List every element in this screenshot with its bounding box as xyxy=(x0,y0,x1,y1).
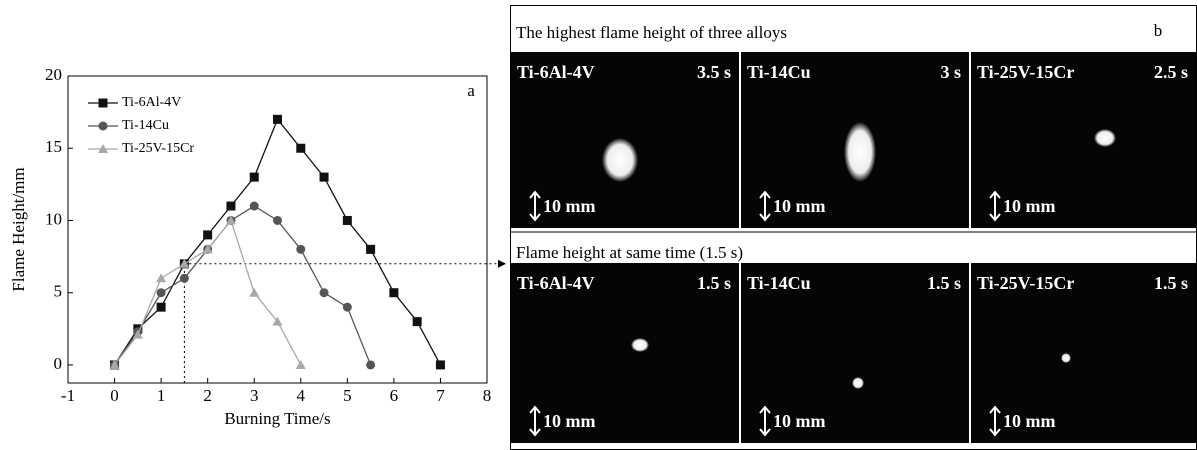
scale-label: 10 mm xyxy=(773,196,826,216)
figure: -1 0 1 2 3 4 5 6 7 8 0 5 10 15 20 Burning Time/s Flame H… xyxy=(0,0,1197,450)
marker xyxy=(366,360,375,369)
y-axis-label: Flame Height/mm xyxy=(9,167,28,291)
y-tick-label: 5 xyxy=(54,282,63,301)
x-tick-label: 8 xyxy=(483,386,492,405)
marker xyxy=(273,216,282,225)
marker xyxy=(296,360,306,369)
marker xyxy=(273,115,282,124)
x-tick-label: 1 xyxy=(157,386,166,405)
flame xyxy=(844,122,876,182)
scale-label: 10 mm xyxy=(1003,411,1056,431)
x-axis-label: Burning Time/s xyxy=(224,409,330,428)
x-tick-label: 0 xyxy=(110,386,119,405)
marker xyxy=(156,273,166,282)
x-tick-label: 6 xyxy=(390,386,399,405)
alloy-label: Ti-14Cu xyxy=(747,273,811,293)
scale-label: 10 mm xyxy=(1003,196,1056,216)
time-label: 3.5 s xyxy=(697,62,731,82)
x-tick-label: -1 xyxy=(61,386,75,405)
chart-a: -1 0 1 2 3 4 5 6 7 8 0 5 10 15 20 Burning Time/s Flame H… xyxy=(9,65,505,428)
marker xyxy=(250,173,259,182)
x-tick-label: 3 xyxy=(250,386,259,405)
x-tick-label: 7 xyxy=(436,386,445,405)
time-label: 3 s xyxy=(940,62,961,82)
series-line xyxy=(115,220,301,364)
marker xyxy=(366,245,375,254)
x-tick-label: 2 xyxy=(203,386,212,405)
panel-label: b xyxy=(1154,21,1163,40)
flame xyxy=(631,338,649,352)
panel-b: b The highest flame height of three alloy… xyxy=(510,6,1197,450)
legend-marker xyxy=(99,122,108,131)
alloy-label: Ti-6Al-4V xyxy=(517,273,595,293)
marker xyxy=(343,216,352,225)
flame xyxy=(1061,353,1071,363)
legend-label: Ti-25V-15Cr xyxy=(122,141,194,156)
flame xyxy=(1094,129,1116,147)
marker xyxy=(320,173,329,182)
panel-label: a xyxy=(467,81,475,100)
y-tick-label: 0 xyxy=(54,354,63,373)
marker xyxy=(413,317,422,326)
marker xyxy=(157,288,166,297)
alloy-label: Ti-25V-15Cr xyxy=(977,62,1074,82)
marker xyxy=(320,288,329,297)
marker xyxy=(296,245,305,254)
time-label: 1.5 s xyxy=(927,273,961,293)
marker xyxy=(226,202,235,211)
y-tick-label: 20 xyxy=(45,65,62,84)
y-tick-label: 15 xyxy=(45,137,62,156)
marker xyxy=(250,202,259,211)
series-line xyxy=(115,206,371,365)
row-title: Flame height at same time (1.5 s) xyxy=(516,243,743,262)
y-tick-label: 10 xyxy=(45,209,62,228)
marker xyxy=(249,288,259,297)
flame xyxy=(602,138,638,182)
legend-marker xyxy=(99,99,108,108)
time-label: 1.5 s xyxy=(697,273,731,293)
time-label: 1.5 s xyxy=(1154,273,1188,293)
alloy-label: Ti-6Al-4V xyxy=(517,62,595,82)
marker xyxy=(343,303,352,312)
scale-label: 10 mm xyxy=(543,411,596,431)
flame xyxy=(852,377,864,389)
legend-label: Ti-14Cu xyxy=(122,118,169,133)
scale-label: 10 mm xyxy=(773,411,826,431)
marker xyxy=(296,144,305,153)
legend-label: Ti-6Al-4V xyxy=(122,95,181,110)
x-tick-label: 4 xyxy=(297,386,306,405)
x-tick-label: 5 xyxy=(343,386,352,405)
marker xyxy=(157,303,166,312)
alloy-label: Ti-14Cu xyxy=(747,62,811,82)
marker xyxy=(180,274,189,283)
scale-label: 10 mm xyxy=(543,196,596,216)
marker xyxy=(436,360,445,369)
marker xyxy=(389,288,398,297)
marker xyxy=(203,230,212,239)
time-label: 2.5 s xyxy=(1154,62,1188,82)
alloy-label: Ti-25V-15Cr xyxy=(977,273,1074,293)
row-title: The highest flame height of three alloys xyxy=(516,23,787,42)
